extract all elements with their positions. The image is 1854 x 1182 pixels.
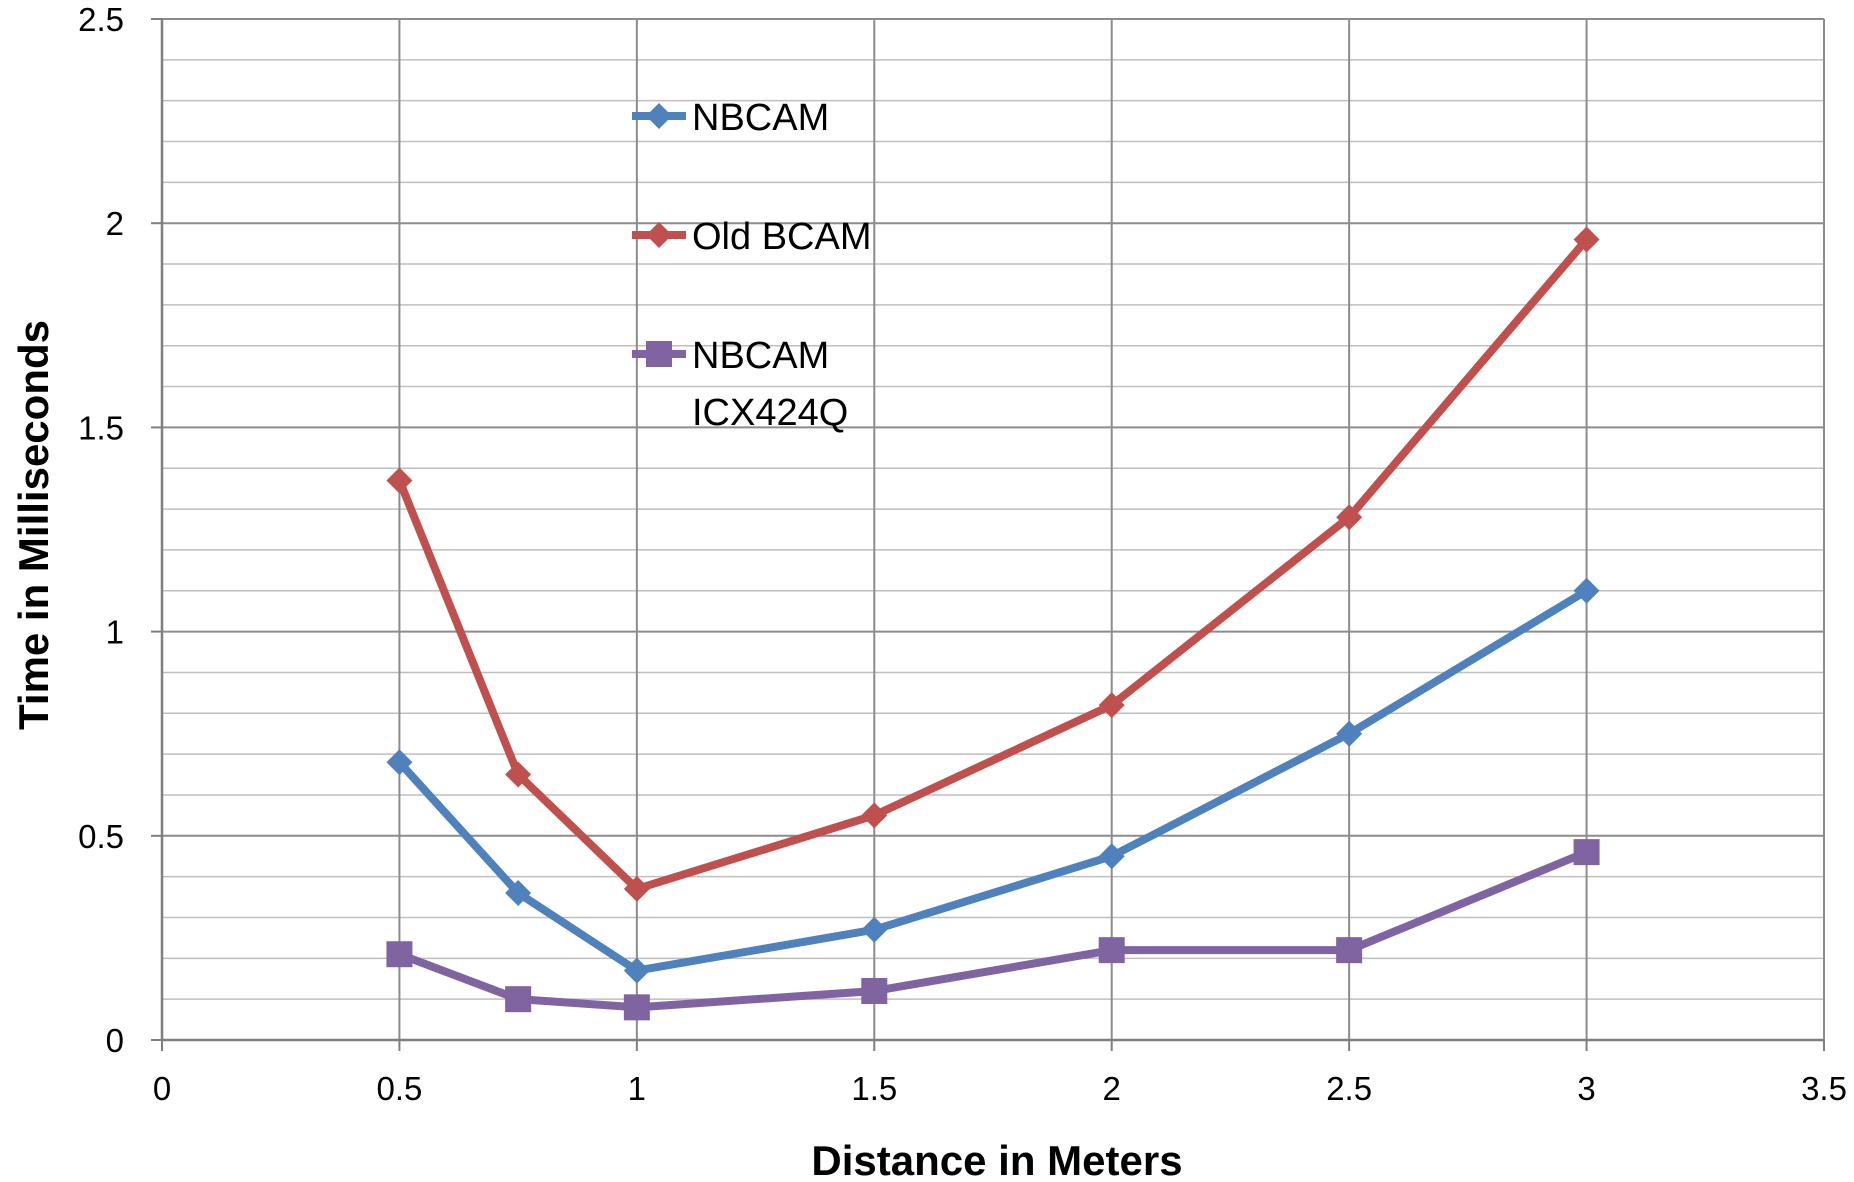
data-point (1336, 720, 1363, 747)
y-tick-label: 2 (106, 205, 124, 242)
legend-marker (646, 222, 672, 248)
series-group (386, 226, 1600, 1021)
data-point (623, 994, 650, 1021)
data-point (1336, 504, 1363, 531)
legend-label: ICX424Q (692, 392, 848, 434)
y-tick-label: 1 (106, 614, 124, 651)
data-point (861, 977, 888, 1004)
legend-label: NBCAM (692, 97, 829, 139)
x-tick-label: 0.5 (376, 1070, 422, 1107)
legend-marker (646, 341, 672, 367)
series-line (395, 235, 1591, 893)
y-tick-label: 0.5 (78, 818, 124, 855)
legend-marker (646, 103, 672, 129)
grid (162, 18, 1825, 1040)
x-axis-title: Distance in Meters (811, 1137, 1182, 1182)
x-tick-label: 0 (153, 1070, 171, 1107)
x-tick-label: 1 (628, 1070, 646, 1107)
data-point (1573, 839, 1600, 866)
data-point (505, 986, 532, 1013)
data-point (386, 941, 413, 968)
x-tick-label: 2 (1103, 1070, 1121, 1107)
y-axis-title: Time in Milliseconds (10, 320, 57, 730)
legend: NBCAM Old BCAM NBCAM ICX424Q (632, 97, 871, 434)
data-point (505, 761, 532, 788)
data-point (1098, 692, 1125, 719)
tick-labels: 0 0.5 1 1.5 2 2.5 0 0.5 1 1.5 2 2.5 3 3.5 (78, 1, 1847, 1107)
data-point (1573, 577, 1600, 604)
data-point (623, 957, 650, 984)
data-point (1336, 937, 1363, 964)
legend-label: NBCAM (692, 335, 829, 377)
x-tick-label: 2.5 (1326, 1070, 1372, 1107)
x-tick-label: 3 (1577, 1070, 1595, 1107)
y-tick-label: 0 (106, 1022, 124, 1059)
data-point (1573, 226, 1600, 253)
data-point (505, 879, 532, 906)
x-tick-label: 1.5 (851, 1070, 897, 1107)
data-point (623, 875, 650, 902)
data-point (861, 802, 888, 829)
data-point (1098, 843, 1125, 870)
series-line (395, 586, 1591, 975)
y-tick-label: 1.5 (78, 409, 124, 446)
data-point (386, 749, 413, 776)
x-tick-label: 3.5 (1801, 1070, 1847, 1107)
axes (151, 18, 1825, 1051)
legend-label: Old BCAM (692, 216, 871, 258)
y-tick-label: 2.5 (78, 1, 124, 38)
data-point (386, 467, 413, 494)
data-point (1098, 937, 1125, 964)
data-point (861, 916, 888, 943)
